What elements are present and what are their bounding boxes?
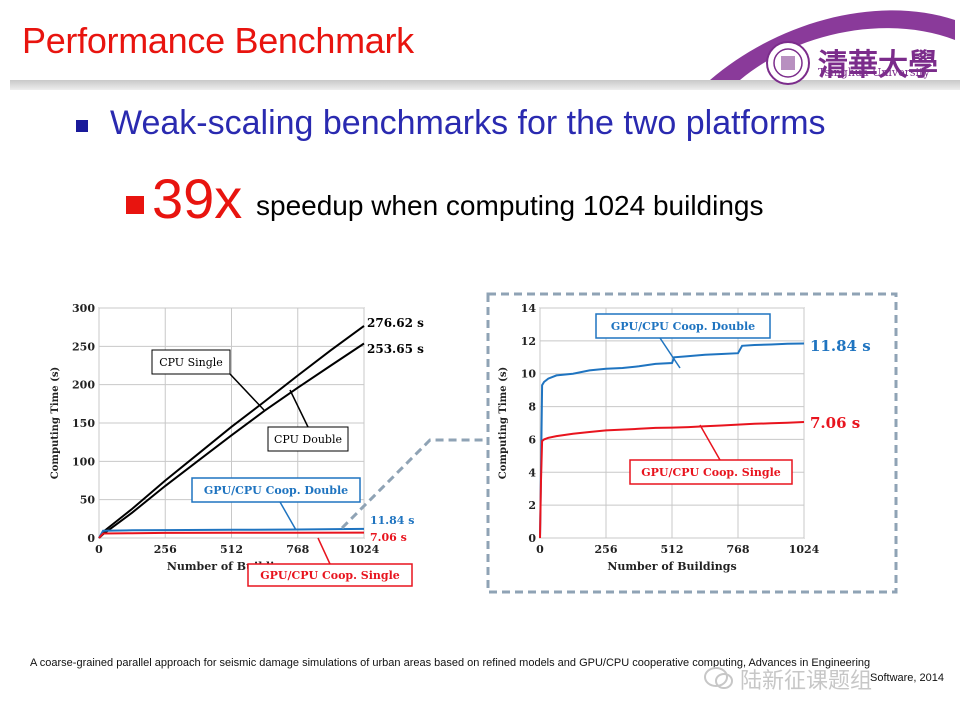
speedup-text: speedup when computing 1024 buildings — [256, 190, 764, 221]
x-tick-label: 768 — [727, 543, 750, 556]
speedup-value: 39x — [152, 167, 243, 230]
annotation-cpu-single-value: 276.62 s — [367, 316, 424, 330]
callout-arrow-gpu-single — [317, 537, 331, 565]
annotation-gpu-single-value: 7.06 s — [370, 531, 407, 544]
y-axis-label: Computing Time (s) — [50, 367, 61, 479]
y-tick-label: 10 — [521, 368, 537, 381]
slide-title: Performance Benchmark — [22, 20, 414, 61]
x-axis-label: Number of Buildings — [607, 560, 736, 573]
callout-box-gpu-single — [629, 459, 793, 485]
callout-label-gpu-double: GPU/CPU Coop. Double — [611, 320, 755, 333]
callout-arrow-cpu-single — [229, 373, 265, 411]
annotation-cpu-double-value: 253.65 s — [367, 342, 424, 356]
title-divider — [10, 80, 960, 90]
wechat-watermark-icon — [704, 667, 733, 689]
tsinghua-logo-swoosh — [710, 10, 955, 80]
callout-arrow-gpu-double — [659, 337, 681, 369]
y-tick-label: 0 — [87, 532, 95, 545]
series-line-gpu-cpu-coop-double — [98, 527, 365, 539]
inset-border — [486, 292, 898, 594]
x-tick-label: 768 — [286, 543, 309, 556]
callout-box-gpu-double — [191, 477, 361, 503]
callout-box-cpu-double — [267, 426, 349, 452]
y-tick-label: 50 — [80, 494, 96, 507]
callout-label-cpu-double: CPU Double — [274, 433, 342, 446]
x-tick-label: 0 — [536, 543, 544, 556]
annotation-gpu-double-value: 11.84 s — [370, 514, 414, 527]
bullet-square-red-icon — [126, 196, 144, 214]
watermark-text: 陆新征课题组 — [740, 669, 873, 694]
citation-text-line2: Software, 2014 — [870, 672, 944, 684]
series-line-cpu-single — [98, 325, 365, 539]
y-tick-label: 200 — [72, 379, 95, 392]
y-tick-label: 300 — [72, 302, 95, 315]
series-line-gpu-cpu-coop-double — [539, 342, 805, 539]
callout-label-gpu-single: GPU/CPU Coop. Single — [641, 466, 781, 479]
series-line-gpu-cpu-coop-single — [539, 421, 805, 539]
callout-label-gpu-single: GPU/CPU Coop. Single — [260, 569, 400, 582]
y-tick-label: 4 — [528, 466, 536, 479]
annotation-gpu-double-value: 11.84 s — [810, 337, 871, 355]
bullet-main-text: Weak-scaling benchmarks for the two plat… — [110, 104, 826, 142]
y-tick-label: 150 — [72, 417, 95, 430]
callout-arrow-cpu-double — [289, 389, 309, 428]
y-tick-label: 250 — [72, 340, 95, 353]
logo-chinese-name: 清華大學 — [818, 48, 938, 83]
callout-label-gpu-double: GPU/CPU Coop. Double — [204, 484, 348, 497]
x-tick-label: 256 — [595, 543, 618, 556]
x-tick-label: 512 — [661, 543, 684, 556]
logo-english-name: Tsinghua University — [818, 66, 930, 79]
x-tick-label: 1024 — [789, 543, 820, 556]
tsinghua-seal-icon — [766, 41, 810, 85]
citation-text: A coarse-grained parallel approach for s… — [30, 657, 871, 669]
y-tick-label: 6 — [528, 433, 536, 446]
x-tick-label: 0 — [95, 543, 103, 556]
series-line-gpu-cpu-coop-single — [98, 531, 365, 539]
callout-label-cpu-single: CPU Single — [159, 356, 223, 369]
series-line-cpu-double — [98, 342, 365, 539]
callout-box-gpu-double — [595, 313, 771, 339]
x-tick-label: 1024 — [349, 543, 380, 556]
y-tick-label: 0 — [528, 532, 536, 545]
x-tick-label: 512 — [220, 543, 243, 556]
y-tick-label: 12 — [521, 335, 536, 348]
y-tick-label: 14 — [521, 302, 537, 315]
callout-arrow-gpu-single — [699, 424, 721, 461]
zoom-connector-line — [340, 438, 488, 530]
y-tick-label: 2 — [528, 499, 536, 512]
y-tick-label: 8 — [528, 401, 536, 414]
annotation-gpu-single-value: 7.06 s — [810, 414, 860, 432]
y-tick-label: 100 — [72, 455, 95, 468]
y-axis-label: Computing Time (s) — [498, 367, 509, 479]
callout-box-cpu-single — [151, 349, 231, 375]
callout-arrow-gpu-double — [279, 501, 297, 531]
x-tick-label: 256 — [154, 543, 177, 556]
bullet-square-icon — [76, 120, 88, 132]
